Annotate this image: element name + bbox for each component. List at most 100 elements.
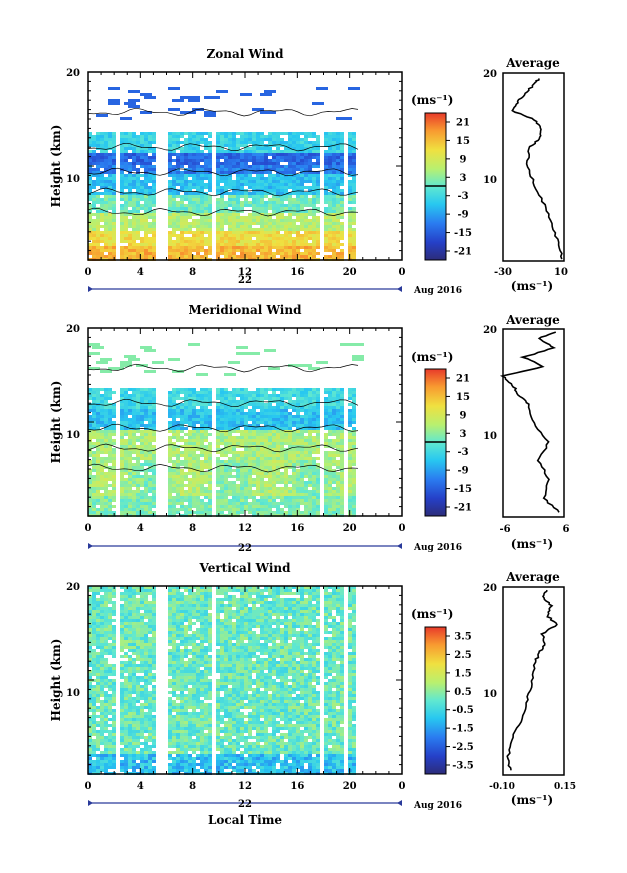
heatmap-cell — [240, 457, 244, 460]
heatmap-cell — [140, 156, 144, 159]
heatmap-cell — [260, 204, 264, 207]
heatmap-cell — [204, 249, 208, 252]
heatmap-cell — [192, 144, 196, 147]
contour-line — [87, 107, 359, 117]
heatmap-cell — [348, 460, 352, 463]
heatmap-cell — [104, 439, 108, 442]
heatmap-cell — [168, 153, 172, 156]
heatmap-cell — [300, 397, 304, 400]
heatmap-cell — [124, 216, 128, 219]
heatmap-cell — [128, 469, 132, 472]
heatmap-cell — [248, 394, 252, 397]
heatmap-cell — [292, 150, 296, 153]
heatmap-cell — [88, 222, 92, 225]
heatmap-cell — [176, 165, 180, 168]
heatmap-cell — [152, 484, 156, 487]
heatmap-cell — [292, 496, 296, 499]
heatmap-cell — [180, 424, 184, 427]
heatmap-cell — [204, 445, 208, 448]
heatmap-cell — [152, 481, 156, 484]
heatmap-cell — [216, 225, 220, 228]
heatmap-cell — [220, 213, 224, 216]
heatmap-cell — [268, 469, 272, 472]
heatmap-cell — [152, 421, 156, 424]
heatmap-cell — [280, 213, 284, 216]
heatmap-cell — [268, 430, 272, 433]
heatmap-cell — [252, 427, 256, 430]
heatmap-cell — [108, 177, 112, 180]
heatmap-cell — [184, 219, 188, 222]
heatmap-cell — [124, 168, 128, 171]
heatmap-cell — [108, 478, 112, 481]
heatmap-cell — [148, 484, 152, 487]
heatmap-cell — [284, 499, 288, 502]
heatmap-cell — [260, 430, 264, 433]
heatmap-cell — [172, 231, 176, 234]
heatmap-cell — [348, 243, 352, 246]
heatmap-cell — [228, 153, 232, 156]
heatmap-cell — [248, 502, 252, 505]
heatmap-cell — [136, 177, 140, 180]
heatmap-cell — [248, 132, 252, 135]
heatmap-cell — [280, 141, 284, 144]
heatmap-cell — [340, 505, 344, 508]
heatmap-cell — [128, 240, 132, 243]
heatmap-cell — [168, 460, 172, 463]
heatmap-cell — [112, 165, 116, 168]
heatmap-cell — [304, 198, 308, 201]
heatmap-cell — [88, 499, 92, 502]
heatmap-cell — [264, 111, 276, 114]
heatmap-cell — [336, 421, 340, 424]
heatmap-cell — [296, 499, 300, 502]
heatmap-cell — [248, 451, 252, 454]
heatmap-cell — [120, 162, 124, 165]
heatmap-cell — [292, 424, 296, 427]
heatmap-cell — [236, 469, 240, 472]
heatmap-cell — [280, 451, 284, 454]
heatmap-cell — [268, 201, 272, 204]
heatmap-cell — [144, 219, 148, 222]
heatmap-cell — [336, 472, 340, 475]
heatmap-cell — [132, 132, 136, 135]
heatmap-cell — [120, 391, 124, 394]
heatmap-cell — [144, 246, 148, 249]
heatmap-cell — [152, 213, 156, 216]
heatmap-cell — [152, 511, 156, 514]
heatmap-cell — [332, 394, 336, 397]
heatmap-cell — [272, 174, 276, 177]
heatmap-cell — [304, 138, 308, 141]
heatmap-cell — [120, 225, 124, 228]
heatmap-cell — [112, 240, 116, 243]
heatmap-cell — [192, 493, 196, 496]
heatmap-cell — [140, 249, 144, 252]
heatmap-cell — [184, 252, 188, 255]
heatmap-cell — [316, 87, 328, 90]
heatmap-cell — [176, 144, 180, 147]
heatmap-cell — [296, 454, 300, 457]
heatmap-cell — [208, 403, 212, 406]
heatmap-cell — [332, 424, 336, 427]
heatmap-cell — [192, 454, 196, 457]
heatmap-cell — [280, 243, 284, 246]
heatmap-cell — [216, 159, 220, 162]
heatmap-cell — [108, 421, 112, 424]
heatmap-cell — [244, 201, 248, 204]
heatmap-cell — [172, 496, 176, 499]
heatmap-cell — [168, 493, 172, 496]
heatmap-cell — [168, 397, 172, 400]
heatmap-cell — [280, 442, 284, 445]
heatmap-cell — [340, 135, 344, 138]
heatmap-cell — [168, 478, 172, 481]
heatmap-cell — [256, 424, 260, 427]
heatmap-cell — [336, 487, 340, 490]
heatmap-cell — [188, 403, 192, 406]
heatmap-cell — [244, 490, 248, 493]
heatmap-cell — [108, 466, 112, 469]
heatmap-cell — [232, 228, 236, 231]
heatmap-cell — [296, 511, 300, 514]
heatmap-cell — [100, 198, 104, 201]
heatmap-cell — [304, 463, 308, 466]
heatmap-cell — [192, 406, 196, 409]
heatmap-cell — [104, 445, 108, 448]
heatmap-cell — [100, 216, 104, 219]
